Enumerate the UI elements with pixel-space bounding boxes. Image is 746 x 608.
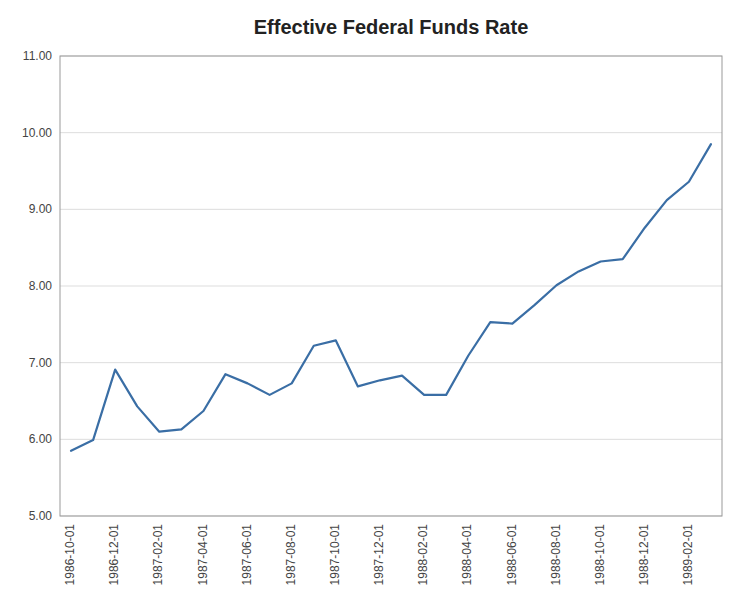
x-tick-label: 1988-06-01	[505, 524, 519, 586]
data-line	[71, 144, 711, 451]
grid-line	[60, 439, 722, 440]
y-tick-label: 9.00	[29, 202, 53, 216]
x-tick-label: 1988-02-01	[416, 524, 430, 586]
y-tick-label: 6.00	[29, 432, 53, 446]
x-axis: 1986-10-01 1986-12-01 1987-02-01 1987-04-01…	[63, 524, 695, 586]
x-tick-label: 1988-10-01	[593, 524, 607, 586]
y-tick-label: 10.00	[22, 126, 52, 140]
x-tick-label: 1986-10-01	[63, 524, 77, 586]
x-tick-label: 1987-10-01	[328, 524, 342, 586]
plot-frame	[60, 56, 722, 516]
x-tick-label: 1988-12-01	[637, 524, 651, 586]
y-tick-label: 5.00	[29, 509, 53, 523]
x-tick-label: 1987-02-01	[151, 524, 165, 586]
x-tick-label: 1987-08-01	[284, 524, 298, 586]
y-axis: 5.00 6.00 7.00 8.00 9.00 10.00 11.00	[22, 49, 722, 523]
x-tick-label: 1987-04-01	[196, 524, 210, 586]
x-tick-label: 1987-12-01	[372, 524, 386, 586]
x-tick-label: 1988-08-01	[549, 524, 563, 586]
x-tick-label: 1989-02-01	[681, 524, 695, 586]
plot-area	[71, 144, 711, 451]
y-tick-label: 11.00	[23, 49, 52, 63]
x-tick-label: 1986-12-01	[107, 524, 121, 586]
chart: Effective Federal Funds Rate 5.00 6.00 7.00…	[0, 0, 746, 608]
grid-line	[60, 362, 722, 363]
grid-line	[60, 132, 722, 133]
grid-line	[60, 286, 722, 287]
x-tick-label: 1987-06-01	[240, 524, 254, 586]
y-tick-label: 7.00	[29, 356, 53, 370]
y-tick-label: 8.00	[29, 279, 53, 293]
x-tick-label: 1988-04-01	[460, 524, 474, 586]
grid-line	[60, 209, 722, 210]
title: Effective Federal Funds Rate	[254, 16, 529, 38]
